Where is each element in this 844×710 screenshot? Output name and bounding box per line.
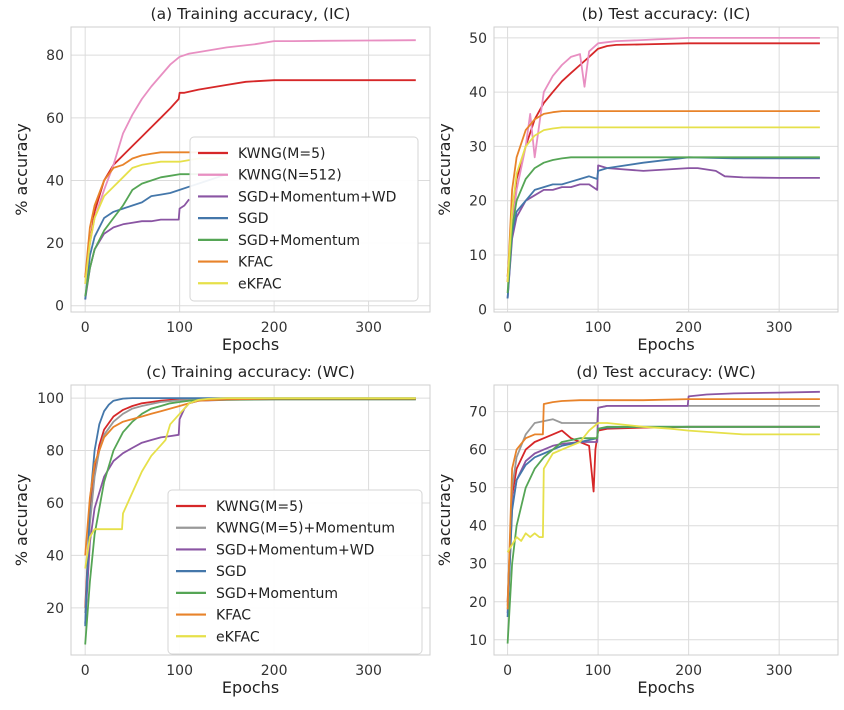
legend-entry-5: KFAC [216,608,251,624]
legend-entry-2: SGD+Momentum+WD [238,189,396,205]
plot-frame [493,384,839,656]
y-axis-label: % accuracy [435,123,454,215]
x-tick-label: 300 [766,320,793,336]
series-line-0 [84,79,416,278]
y-tick-label: 40 [469,519,487,535]
series-line-5 [506,110,820,283]
y-tick-label: 20 [46,236,64,252]
y-tick-label: 40 [469,85,487,101]
legend-entry-0: KWNG(M=5) [238,146,326,162]
x-tick-label: 100 [166,663,193,679]
y-tick-label: 10 [469,248,487,264]
legend-entry-4: SGD+Momentum [238,233,360,249]
y-tick-label: 20 [469,194,487,210]
y-axis-label: % accuracy [12,123,31,215]
legend-entry-1: KWNG(M=5)+Momentum [216,521,395,537]
x-tick-label: 100 [585,320,612,336]
series-line-6 [84,397,416,569]
x-tick-label: 100 [585,663,612,679]
chart-panel-1: 0 100 200 300 0 10 20 30 40 50 (b) Test accuracy: … [435,5,839,354]
y-tick-label: 50 [469,31,487,47]
series-line-5 [506,398,820,610]
y-tick-label: 30 [469,557,487,573]
legend-entry-6: eKFAC [216,629,260,645]
plot-frame [70,384,431,656]
x-tick-label: 0 [503,320,512,336]
series-line-4 [506,156,820,294]
y-tick-label: 60 [469,443,487,459]
legend-entry-5: KFAC [238,255,273,271]
series-line-2 [506,164,820,299]
y-tick-label: 80 [46,444,64,460]
x-tick-label: 100 [166,320,193,336]
series-line-6 [506,422,820,553]
y-tick-label: 20 [46,601,64,617]
plot-frame [493,26,839,313]
series-line-6 [84,157,227,284]
series-line-1 [506,37,820,283]
y-tick-label: 30 [469,139,487,155]
x-tick-label: 300 [766,663,793,679]
x-tick-label: 300 [355,320,382,336]
legend-entry-3: SGD [238,211,269,227]
legend-entry-6: eKFAC [238,276,282,292]
x-axis-label: Epochs [222,335,279,354]
legend-entry-2: SGD+Momentum+WD [216,542,374,558]
legend: KWNG(M=5) KWNG(N=512) SGD+Momentum+WD SGD SG… [189,136,419,302]
y-tick-label: 60 [46,111,64,127]
legend: KWNG(M=5) KWNG(M=5)+Momentum SGD+Momentum+… [167,489,423,655]
x-tick-label: 0 [81,320,90,336]
legend-box [167,489,423,655]
x-tick-label: 200 [675,663,702,679]
series-line-1 [84,39,416,284]
legend-box [189,136,419,302]
chart-title: (a) Training accuracy, (IC) [151,5,351,23]
series-line-2 [506,390,820,614]
y-tick-label: 50 [469,481,487,497]
series-line-4 [506,425,820,644]
y-tick-label: 0 [478,302,487,318]
y-tick-label: 40 [46,548,64,564]
chart-title: (c) Training accuracy: (WC) [146,363,355,381]
chart-panel-2: 0 100 200 300 20 40 60 80 100 (c) Training accura… [12,363,431,697]
series-line-6 [506,126,820,283]
y-axis-label: % accuracy [12,474,31,566]
x-tick-label: 200 [261,320,288,336]
x-tick-label: 0 [81,663,90,679]
legend-entry-4: SGD+Momentum [216,586,338,602]
y-tick-label: 20 [469,595,487,611]
plot-area [494,385,838,655]
x-tick-label: 0 [503,663,512,679]
legend-entry-3: SGD [216,564,247,580]
y-axis-label: % accuracy [435,474,454,566]
y-tick-label: 70 [469,405,487,421]
y-tick-label: 80 [46,48,64,64]
chart-panel-3: 0 100 200 300 10 20 30 40 50 60 70 (d) Test accurac… [435,363,839,697]
plot-frame [70,26,431,313]
chart-title: (d) Test accuracy: (WC) [576,363,756,381]
legend-entry-0: KWNG(M=5) [216,499,304,515]
chart-panel-0: 0 100 200 300 0 20 40 60 80 (a) Training accuracy… [12,5,431,354]
x-tick-label: 200 [261,663,288,679]
y-tick-label: 100 [37,391,64,407]
x-tick-label: 300 [355,663,382,679]
chart-title: (b) Test accuracy: (IC) [582,5,751,23]
series-line-4 [84,173,227,297]
x-axis-label: Epochs [222,678,279,697]
legend-entry-1: KWNG(N=512) [238,168,342,184]
series-line-5 [84,151,227,278]
x-axis-label: Epochs [637,335,694,354]
x-axis-label: Epochs [637,678,694,697]
y-tick-label: 60 [46,496,64,512]
y-tick-label: 0 [55,299,64,315]
y-tick-label: 10 [469,633,487,649]
y-tick-label: 40 [46,173,64,189]
x-tick-label: 200 [675,320,702,336]
